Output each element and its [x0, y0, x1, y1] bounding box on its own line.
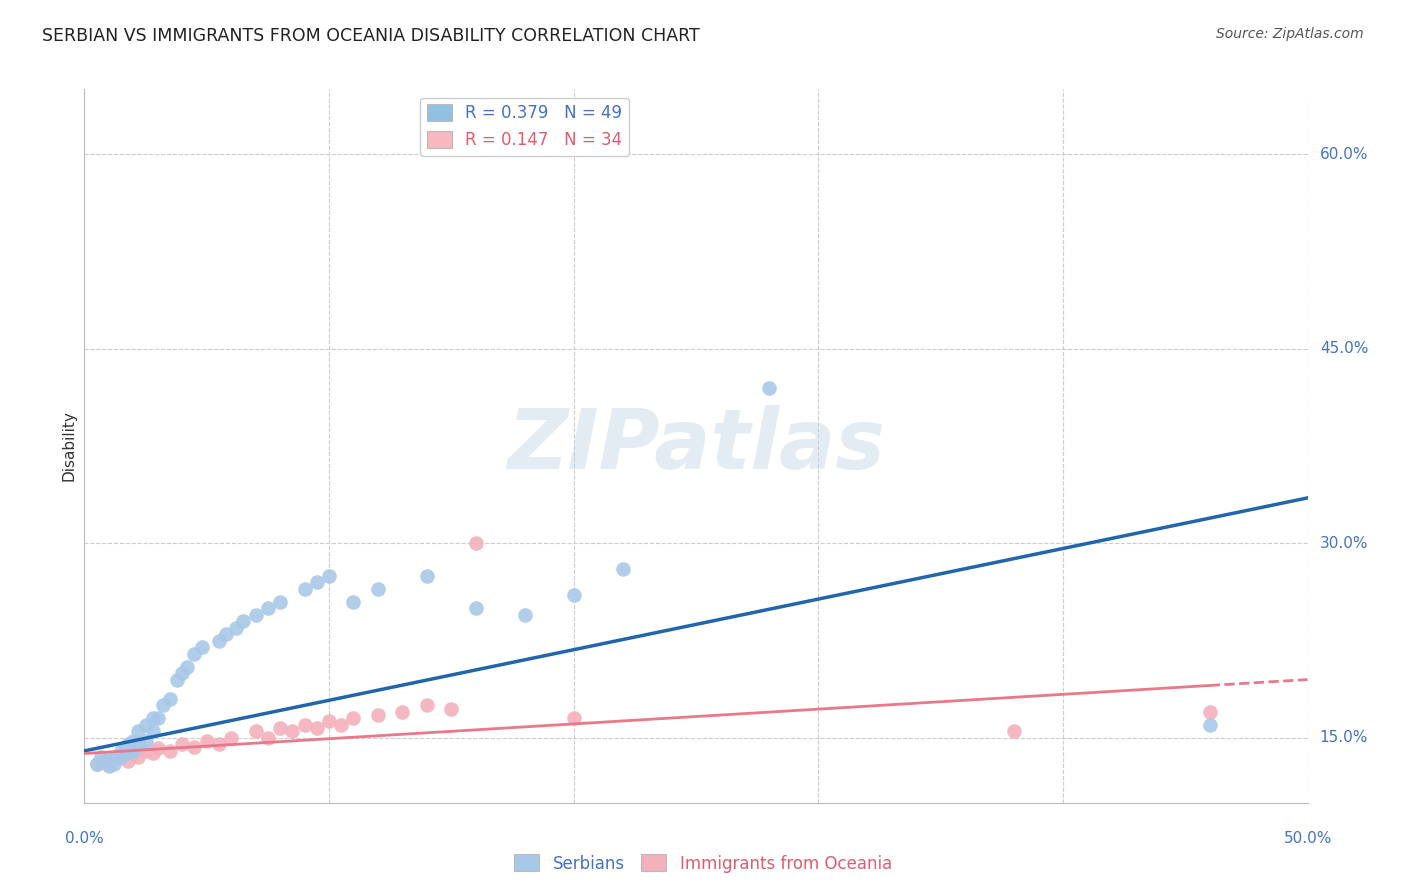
- Point: [440, 702, 463, 716]
- Point: [257, 601, 280, 615]
- Point: [103, 753, 125, 767]
- Point: [342, 595, 364, 609]
- Point: [93, 754, 115, 768]
- Point: [115, 741, 138, 756]
- Point: [269, 721, 291, 735]
- Point: [342, 711, 364, 725]
- Text: 45.0%: 45.0%: [1320, 342, 1368, 356]
- Point: [112, 747, 135, 761]
- Point: [166, 673, 188, 687]
- Point: [142, 724, 165, 739]
- Point: [142, 747, 165, 761]
- Point: [1198, 705, 1220, 719]
- Point: [513, 607, 536, 622]
- Point: [122, 733, 145, 747]
- Text: 60.0%: 60.0%: [1320, 146, 1368, 161]
- Point: [103, 756, 125, 771]
- Point: [159, 692, 181, 706]
- Point: [294, 582, 316, 596]
- Point: [172, 738, 194, 752]
- Point: [219, 731, 242, 745]
- Point: [127, 738, 149, 752]
- Legend: R = 0.379   N = 49, R = 0.147   N = 34: R = 0.379 N = 49, R = 0.147 N = 34: [420, 97, 628, 155]
- Point: [464, 536, 486, 550]
- Point: [176, 659, 198, 673]
- Point: [93, 754, 115, 768]
- Text: SERBIAN VS IMMIGRANTS FROM OCEANIA DISABILITY CORRELATION CHART: SERBIAN VS IMMIGRANTS FROM OCEANIA DISAB…: [42, 27, 700, 45]
- Point: [105, 750, 128, 764]
- Point: [245, 607, 267, 622]
- Point: [225, 621, 247, 635]
- Text: 50.0%: 50.0%: [1284, 831, 1331, 847]
- Point: [1198, 718, 1220, 732]
- Point: [1002, 724, 1025, 739]
- Legend: Serbians, Immigrants from Oceania: Serbians, Immigrants from Oceania: [508, 847, 898, 880]
- Point: [215, 627, 238, 641]
- Point: [191, 640, 214, 654]
- Point: [127, 724, 149, 739]
- Point: [117, 738, 139, 752]
- Text: 0.0%: 0.0%: [65, 831, 104, 847]
- Point: [562, 588, 585, 602]
- Point: [146, 711, 169, 725]
- Point: [281, 724, 304, 739]
- Point: [195, 733, 218, 747]
- Point: [110, 750, 132, 764]
- Point: [117, 754, 139, 768]
- Point: [152, 698, 174, 713]
- Point: [367, 707, 389, 722]
- Point: [135, 733, 157, 747]
- Point: [146, 741, 169, 756]
- Text: Source: ZipAtlas.com: Source: ZipAtlas.com: [1216, 27, 1364, 41]
- Point: [86, 756, 108, 771]
- Point: [135, 718, 157, 732]
- Point: [183, 647, 205, 661]
- Point: [208, 738, 231, 752]
- Point: [97, 756, 120, 771]
- Point: [172, 666, 194, 681]
- Point: [110, 744, 132, 758]
- Point: [416, 698, 439, 713]
- Point: [330, 718, 353, 732]
- Point: [464, 601, 486, 615]
- Point: [391, 705, 413, 719]
- Point: [110, 750, 132, 764]
- Point: [232, 614, 254, 628]
- Point: [97, 759, 120, 773]
- Point: [159, 744, 181, 758]
- Point: [97, 753, 120, 767]
- Point: [257, 731, 280, 745]
- Point: [612, 562, 634, 576]
- Point: [305, 575, 328, 590]
- Point: [86, 756, 108, 771]
- Text: 15.0%: 15.0%: [1320, 731, 1368, 746]
- Text: ZIPatlas: ZIPatlas: [508, 406, 884, 486]
- Point: [318, 568, 340, 582]
- Point: [269, 595, 291, 609]
- Point: [135, 744, 157, 758]
- Y-axis label: Disability: Disability: [60, 410, 76, 482]
- Point: [245, 724, 267, 739]
- Point: [90, 750, 112, 764]
- Point: [142, 711, 165, 725]
- Point: [416, 568, 439, 582]
- Text: 30.0%: 30.0%: [1320, 536, 1368, 550]
- Point: [758, 381, 780, 395]
- Point: [562, 711, 585, 725]
- Point: [183, 739, 205, 754]
- Point: [127, 750, 149, 764]
- Point: [294, 718, 316, 732]
- Point: [367, 582, 389, 596]
- Point: [117, 747, 139, 761]
- Point: [208, 633, 231, 648]
- Point: [122, 747, 145, 761]
- Point: [305, 721, 328, 735]
- Point: [318, 714, 340, 728]
- Point: [122, 744, 145, 758]
- Point: [122, 741, 145, 756]
